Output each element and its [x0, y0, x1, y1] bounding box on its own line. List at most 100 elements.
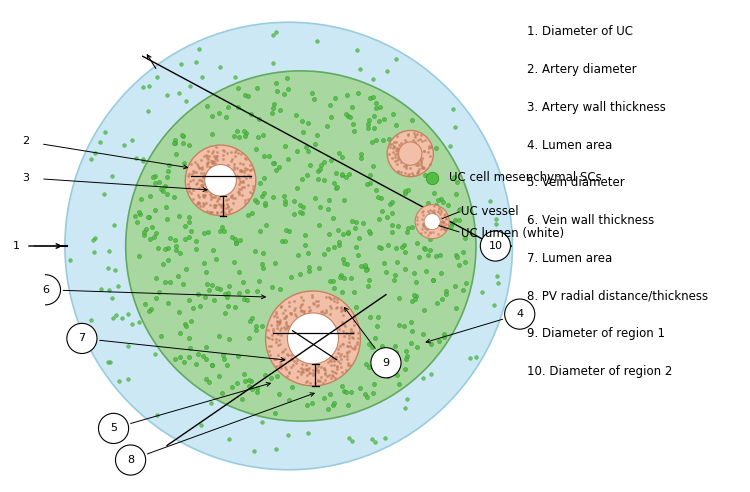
Point	[253, 277, 265, 285]
Point	[254, 179, 266, 187]
Point	[168, 193, 180, 201]
Point	[169, 139, 181, 147]
Point	[112, 282, 124, 290]
Point	[267, 159, 279, 167]
Text: 8. PV radial distance/thickness: 8. PV radial distance/thickness	[527, 289, 708, 303]
Point	[177, 280, 189, 288]
Point	[340, 110, 352, 118]
Point	[363, 116, 375, 124]
Point	[322, 205, 334, 213]
Point	[274, 390, 286, 398]
Point	[338, 196, 350, 204]
Point	[336, 171, 348, 179]
Point	[435, 270, 447, 277]
Point	[366, 434, 378, 442]
Point	[297, 128, 309, 136]
Point	[263, 153, 275, 160]
Point	[363, 340, 375, 348]
Point	[426, 232, 438, 240]
Point	[491, 272, 503, 280]
Point	[390, 244, 402, 252]
Point	[242, 92, 254, 99]
Point	[126, 136, 138, 144]
Point	[402, 186, 414, 194]
Point	[410, 292, 422, 300]
Point	[230, 240, 242, 247]
Point	[259, 370, 271, 378]
Point	[337, 230, 349, 238]
Point	[400, 355, 412, 363]
Point	[106, 294, 118, 302]
Point	[99, 128, 111, 136]
Point	[159, 245, 171, 252]
Point	[147, 173, 159, 181]
Text: UC vessel: UC vessel	[461, 205, 519, 218]
Point	[449, 282, 461, 290]
Point	[274, 285, 286, 293]
Point	[424, 236, 436, 244]
Point	[336, 382, 348, 390]
Point	[158, 260, 170, 268]
Point	[370, 186, 382, 194]
Point	[338, 259, 350, 267]
Point	[173, 90, 185, 97]
Point	[131, 217, 143, 225]
Point	[154, 332, 166, 340]
Point	[246, 385, 258, 393]
Point	[364, 229, 376, 237]
Point	[368, 75, 380, 83]
Point	[417, 331, 429, 338]
Point	[232, 127, 244, 135]
Circle shape	[266, 291, 361, 386]
Point	[162, 299, 174, 307]
Point	[184, 344, 196, 352]
Point	[399, 365, 411, 372]
Point	[367, 93, 379, 101]
Point	[202, 228, 214, 236]
Point	[334, 271, 346, 278]
Point	[177, 139, 189, 147]
Point	[281, 86, 293, 93]
Point	[211, 284, 223, 292]
Point	[175, 330, 187, 338]
Point	[190, 58, 202, 66]
Point	[390, 55, 402, 63]
Point	[364, 171, 376, 179]
Point	[318, 158, 330, 166]
Point	[103, 247, 115, 255]
Point	[164, 278, 176, 286]
Point	[243, 382, 255, 390]
Point	[238, 370, 250, 378]
Point	[374, 215, 386, 222]
Point	[346, 437, 358, 445]
Point	[250, 145, 262, 153]
Point	[380, 433, 392, 441]
Point	[376, 371, 388, 379]
Point	[382, 371, 394, 379]
Point	[406, 327, 418, 335]
Point	[85, 155, 97, 163]
Point	[380, 268, 392, 276]
Point	[375, 194, 387, 202]
Point	[418, 244, 430, 251]
Point	[149, 350, 161, 358]
Point	[224, 336, 236, 343]
Point	[279, 200, 291, 208]
Point	[369, 438, 381, 446]
Point	[139, 300, 151, 308]
Point	[133, 208, 145, 216]
Point	[381, 213, 393, 221]
Point	[490, 215, 502, 223]
Point	[450, 189, 462, 197]
Point	[220, 113, 232, 121]
Point	[210, 255, 222, 263]
Point	[374, 103, 386, 111]
Point	[369, 334, 381, 342]
Point	[293, 208, 305, 216]
Point	[178, 159, 190, 167]
Point	[318, 250, 330, 258]
Point	[161, 167, 173, 175]
Point	[179, 222, 191, 230]
Point	[88, 234, 101, 242]
Point	[216, 389, 228, 397]
